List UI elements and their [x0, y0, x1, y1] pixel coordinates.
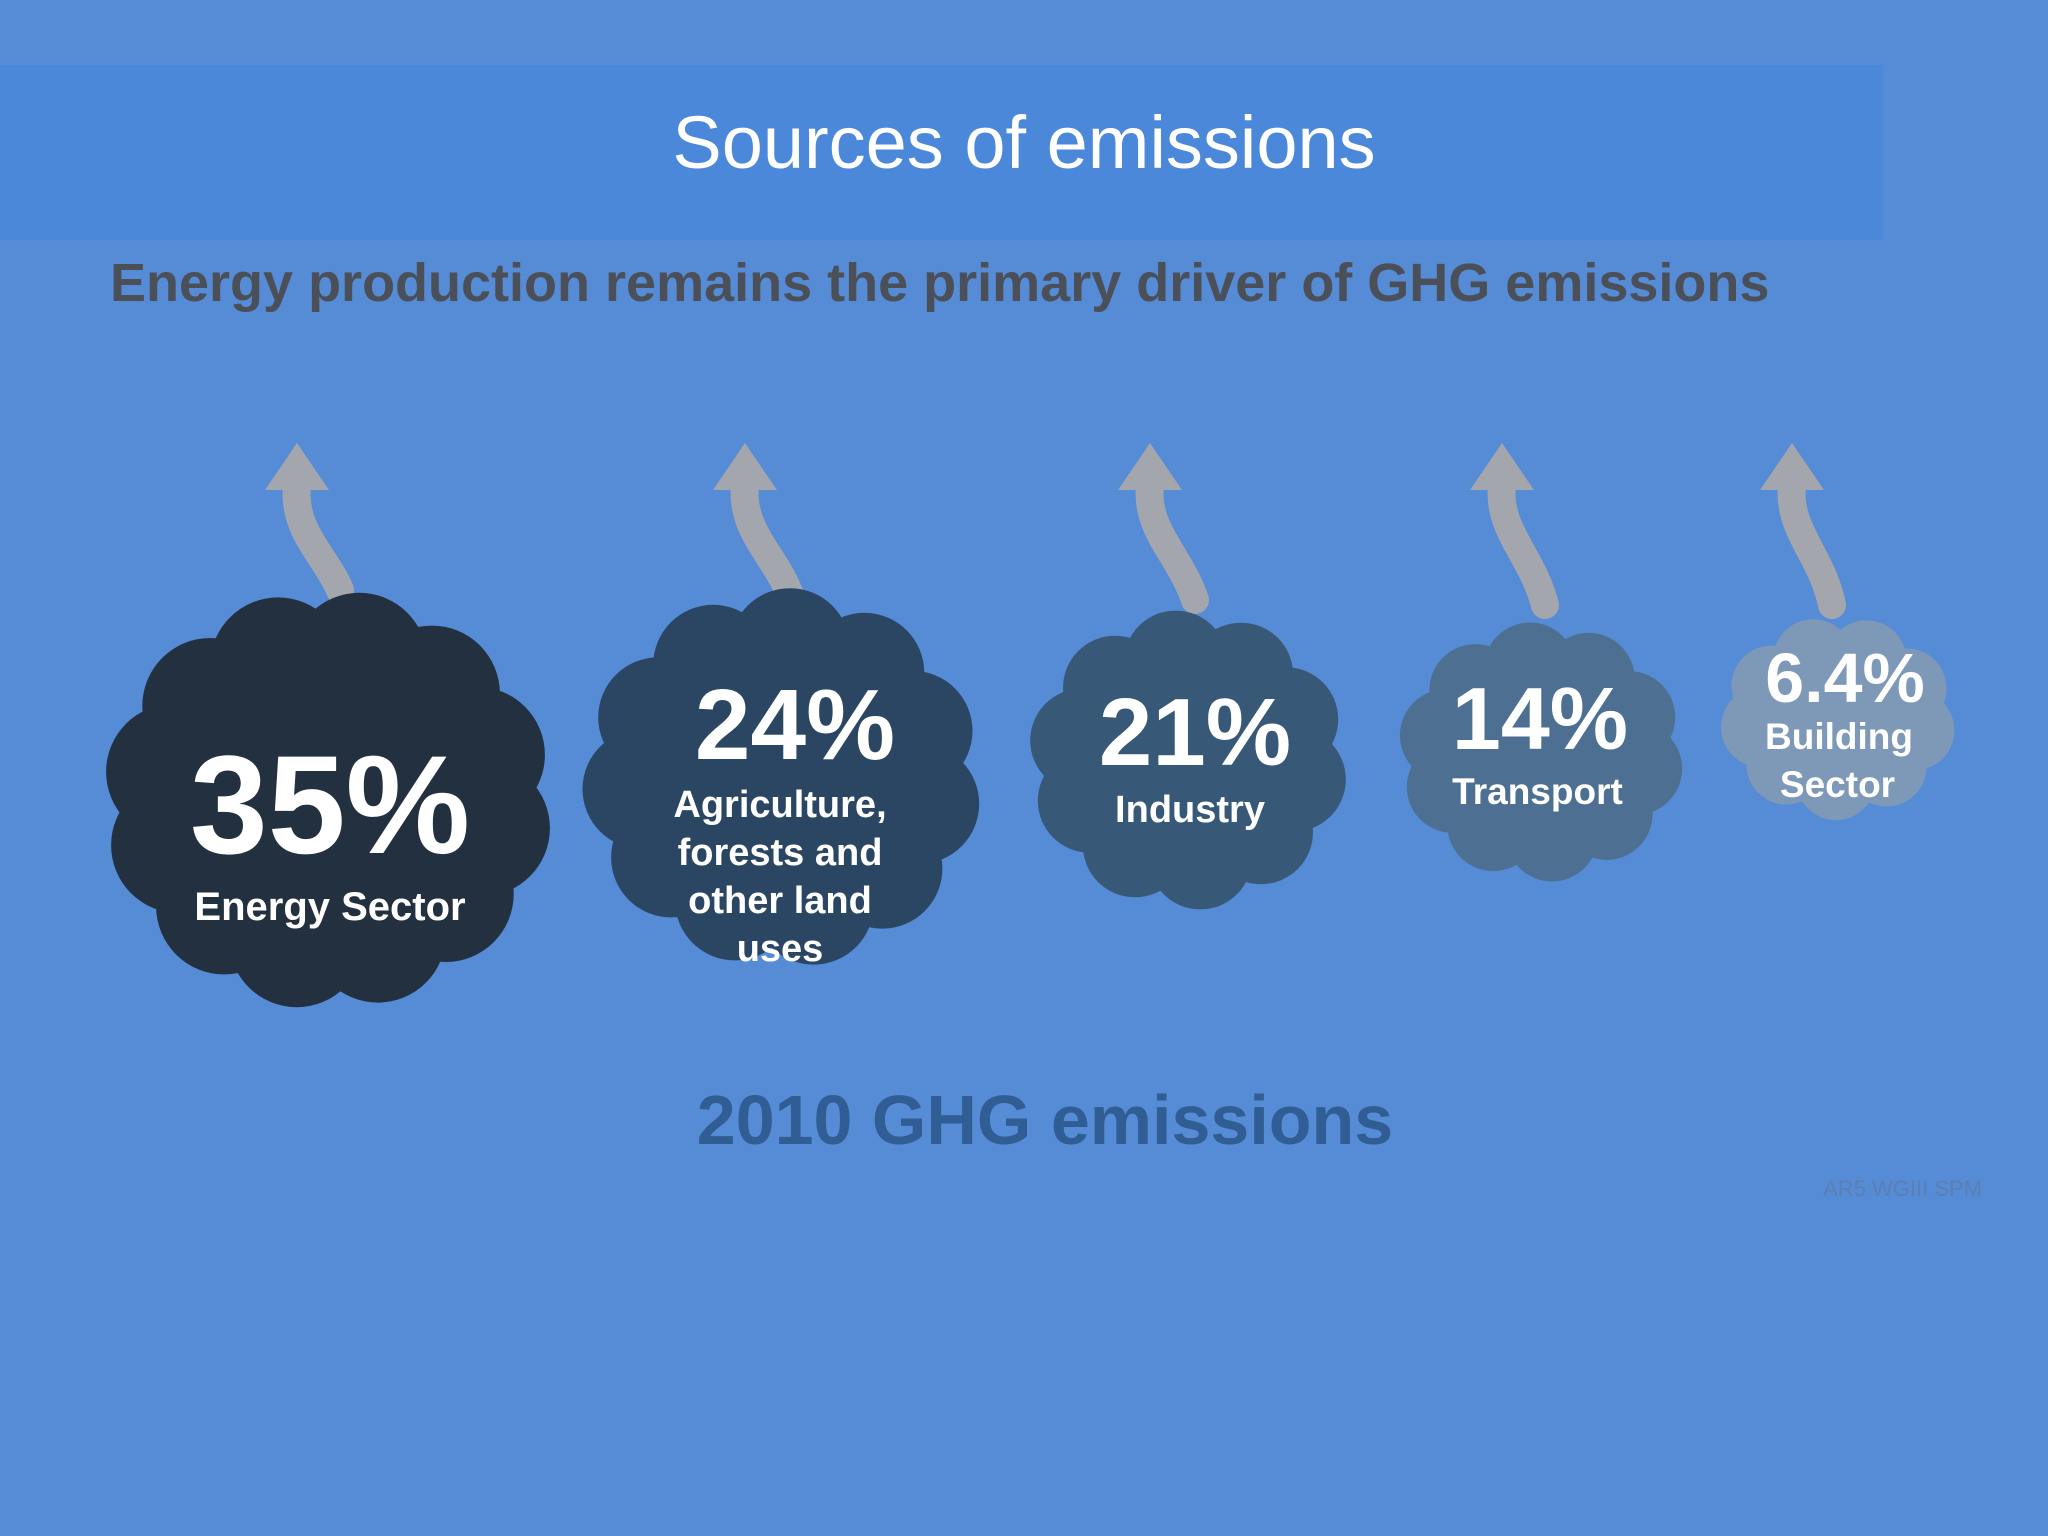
arrow-agriculture: [713, 443, 804, 609]
cloud-bump: [852, 670, 973, 791]
sector-value: 35%: [189, 726, 471, 883]
sector-name: Energy Sector: [194, 885, 466, 929]
slide-subtitle: Energy production remains the primary dr…: [110, 253, 1770, 313]
title-band: [0, 65, 1883, 240]
sector-label-industry: 21% Industry: [1040, 679, 1340, 831]
cloud-transport: [1399, 622, 1683, 882]
sector-name: Transport: [1452, 771, 1623, 812]
sector-name: Agriculture, forests and other land uses: [673, 784, 887, 970]
sector-value: 6.4%: [1765, 639, 1925, 717]
sector-value: 14%: [1451, 669, 1629, 768]
arrow-building: [1760, 443, 1846, 619]
footer-caption: 2010 GHG emissions: [696, 1081, 1394, 1159]
sector-name: Industry: [1115, 789, 1265, 831]
cloud-agriculture: [582, 588, 980, 965]
slide-title: Sources of emissions: [672, 101, 1376, 184]
arrow-transport: [1470, 443, 1559, 619]
cloud-energy-sector: [106, 592, 550, 1008]
sector-label-transport: 14% Transport: [1400, 669, 1675, 812]
source-citation: AR5 WGIII SPM: [1823, 1176, 1982, 1201]
cloud-bump: [408, 686, 545, 823]
sector-label-building: 6.4% Building Sector: [1720, 643, 1955, 809]
sector-value: 24%: [694, 669, 896, 781]
cloud-bump: [1583, 671, 1676, 764]
sector-label-agriculture: 24% Agriculture, forests and other land …: [600, 675, 960, 973]
sector-name: Building Sector: [1765, 716, 1913, 805]
cloud-bump: [1866, 648, 1947, 729]
cloud-industry: [1030, 610, 1346, 910]
cloud-building-sector: [1720, 619, 1955, 820]
sector-value: 21%: [1098, 679, 1292, 786]
sector-label-energy: 35% Energy Sector: [130, 726, 530, 929]
arrow-energy: [265, 443, 354, 604]
cloud-bump: [1234, 667, 1339, 772]
arrow-industry: [1118, 443, 1209, 614]
